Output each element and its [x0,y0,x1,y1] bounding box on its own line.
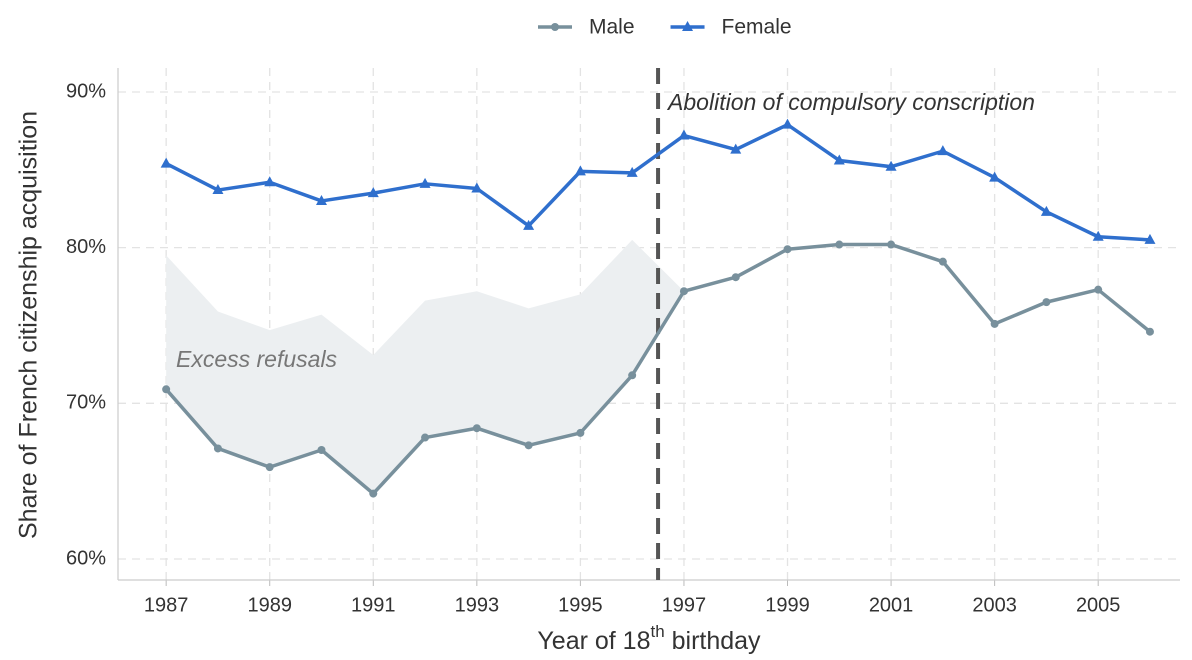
point [885,160,897,171]
x-tick-label: 1997 [662,594,707,616]
event-label: Abolition of compulsory conscription [666,89,1035,115]
x-axis-title-part: birthday [665,627,761,655]
point [574,165,586,176]
x-tick-label: 1999 [765,594,810,616]
y-tick-label: 60% [66,547,106,569]
point [783,245,792,254]
point [576,428,585,437]
point [989,171,1001,182]
y-tick-label: 80% [66,236,106,258]
point [1040,205,1052,216]
band-label: Excess refusals [176,346,338,372]
point [472,424,481,433]
legend-marker [551,23,559,31]
point [833,154,845,165]
x-axis-title: Year of 18th birthday [537,622,761,654]
point [160,157,172,168]
point [731,273,740,282]
point [678,129,690,140]
legend: Male Female [538,16,792,39]
y-tick-label: 90% [66,80,106,102]
y-tick-label: 70% [66,392,106,414]
point [990,319,999,328]
point [264,176,276,187]
legend-label: Female [722,16,792,39]
x-tick-label: 1987 [144,594,189,616]
x-tick-label: 1995 [558,594,603,616]
point [471,182,483,193]
x-tick-label: 1993 [455,594,500,616]
series-line [164,242,1152,496]
x-tick-label: 1989 [247,594,292,616]
point [1144,233,1156,244]
excess-band [166,239,684,494]
x-axis-title-part: Year of 18 [537,627,650,655]
legend-marker [682,21,694,31]
point [317,446,326,455]
point [212,184,224,195]
point [419,177,431,188]
point [369,489,378,498]
point [1042,298,1051,307]
point [162,385,171,394]
legend-label: Male [589,16,635,39]
series-line [165,122,1151,242]
point [315,194,327,205]
point [626,166,638,177]
x-tick-label: 2001 [869,594,914,616]
x-tick-label: 1991 [351,594,396,616]
point [1092,230,1104,241]
point [1145,327,1154,336]
point [938,257,947,266]
point [679,287,688,296]
point [782,118,794,129]
y-axis-title: Share of French citizenship acquisition [15,111,43,539]
point [730,143,742,154]
point [524,441,533,450]
x-axis-title-part: th [650,622,664,641]
x-tick-label: 2005 [1076,594,1121,616]
point [367,187,379,198]
point [937,145,949,156]
point [213,444,222,453]
point [1094,285,1103,294]
point [421,433,430,442]
x-tick-label: 2003 [972,594,1017,616]
point [523,219,535,230]
point [835,240,844,249]
point [887,240,896,249]
point [628,371,637,380]
point [265,463,274,472]
